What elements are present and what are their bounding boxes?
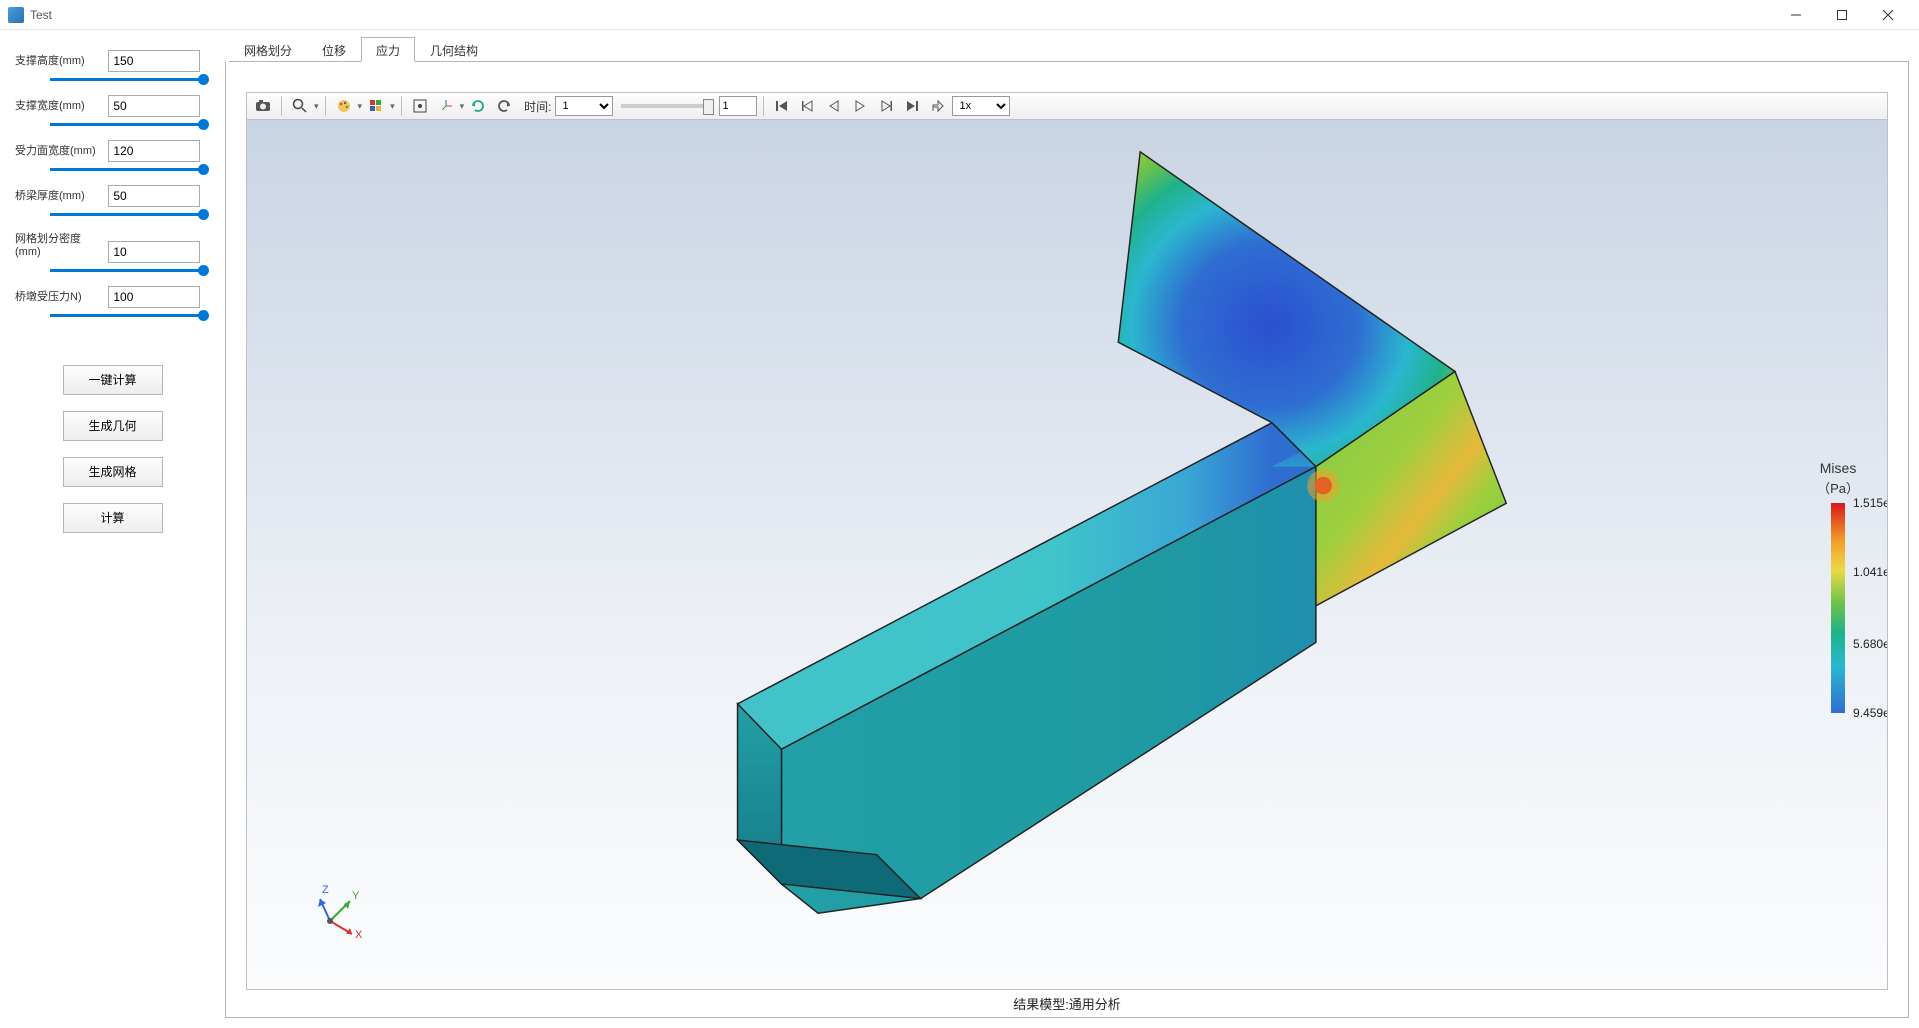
tab-mesh[interactable]: 网格划分 [229, 37, 307, 62]
time-slider[interactable] [621, 104, 711, 108]
param-input-load-face-width[interactable] [108, 140, 200, 162]
legend-title: Mises [1817, 460, 1859, 476]
next-frame-icon[interactable] [874, 95, 898, 117]
speed-select[interactable]: 1x [952, 96, 1010, 116]
legend-tick: 1.041e+05 [1853, 565, 1888, 579]
svg-text:X: X [355, 929, 363, 941]
fea-model [247, 120, 1887, 989]
legend-unit: （Pa） [1817, 478, 1859, 497]
calc-button[interactable]: 计算 [63, 503, 163, 533]
param-slider[interactable] [50, 269, 205, 272]
param-input-pier-pressure[interactable] [108, 286, 200, 308]
param-label: 支撑高度(mm) [15, 52, 105, 68]
param-slider[interactable] [50, 168, 205, 171]
first-frame-icon[interactable] [770, 95, 794, 117]
last-frame-icon[interactable] [900, 95, 924, 117]
refresh-icon[interactable] [466, 95, 490, 117]
svg-text:Z: Z [322, 884, 329, 896]
play-icon[interactable] [848, 95, 872, 117]
prev-frame-icon[interactable] [796, 95, 820, 117]
app-icon [8, 7, 24, 23]
export-icon[interactable] [926, 95, 950, 117]
svg-text:Y: Y [352, 890, 360, 902]
gen-geometry-button[interactable]: 生成几何 [63, 411, 163, 441]
param-label: 桥墩受压力N) [15, 288, 105, 304]
play-back-icon[interactable] [822, 95, 846, 117]
viewport-3d[interactable]: X Y Z Mises （Pa） 1.515e+05 1.041e+05 [246, 120, 1888, 990]
param-label: 桥梁厚度(mm) [15, 187, 105, 203]
tab-stress[interactable]: 应力 [361, 37, 415, 62]
time-label: 时间: [524, 98, 551, 115]
axis-gizmo: X Y Z [302, 879, 372, 949]
param-input-bridge-thickness[interactable] [108, 185, 200, 207]
minimize-button[interactable] [1773, 0, 1819, 30]
fit-icon[interactable] [408, 95, 432, 117]
param-label: 受力面宽度(mm) [15, 142, 105, 158]
tab-geometry[interactable]: 几何结构 [415, 37, 493, 62]
title-bar: Test [0, 0, 1919, 30]
param-slider[interactable] [50, 213, 205, 216]
axes-icon[interactable] [434, 95, 458, 117]
zoom-icon[interactable] [288, 95, 312, 117]
tab-pane: ▾ ▾ ▾ ▾ [225, 62, 1909, 1018]
param-slider[interactable] [50, 123, 205, 126]
tab-displacement[interactable]: 位移 [307, 37, 361, 62]
tab-bar: 网格划分 位移 应力 几何结构 [229, 36, 1909, 62]
maximize-button[interactable] [1819, 0, 1865, 30]
camera-icon[interactable] [251, 95, 275, 117]
frame-input[interactable] [719, 96, 757, 116]
window-title: Test [30, 8, 52, 22]
viewport-footer: 结果模型:通用分析 [226, 990, 1908, 1013]
legend-tick: 5.680e+04 [1853, 637, 1888, 651]
viewport-toolbar: ▾ ▾ ▾ ▾ [246, 92, 1888, 120]
time-select[interactable]: 1 [555, 96, 613, 116]
cube-icon[interactable] [364, 95, 388, 117]
color-legend: Mises （Pa） 1.515e+05 1.041e+05 5.680e+04… [1817, 460, 1859, 713]
param-label: 支撑宽度(mm) [15, 97, 105, 113]
gen-mesh-button[interactable]: 生成网格 [63, 457, 163, 487]
param-slider[interactable] [50, 78, 205, 81]
legend-tick: 1.515e+05 [1853, 496, 1888, 510]
legend-tick: 9.459e+03 [1853, 706, 1888, 720]
param-slider[interactable] [50, 314, 205, 317]
palette-icon[interactable] [332, 95, 356, 117]
content-area: 网格划分 位移 应力 几何结构 ▾ ▾ [225, 30, 1919, 1028]
param-input-mesh-density[interactable] [108, 241, 200, 263]
param-input-support-width[interactable] [108, 95, 200, 117]
close-button[interactable] [1865, 0, 1911, 30]
param-input-support-height[interactable] [108, 50, 200, 72]
calc-all-button[interactable]: 一键计算 [63, 365, 163, 395]
param-label: 网格划分密度(mm) [15, 230, 105, 258]
reset-icon[interactable] [492, 95, 516, 117]
legend-bar: 1.515e+05 1.041e+05 5.680e+04 9.459e+03 [1831, 503, 1845, 713]
sidebar: 支撑高度(mm) 支撑宽度(mm) 受力面宽度(mm) 桥梁厚度(mm) 网格划… [0, 30, 225, 1028]
